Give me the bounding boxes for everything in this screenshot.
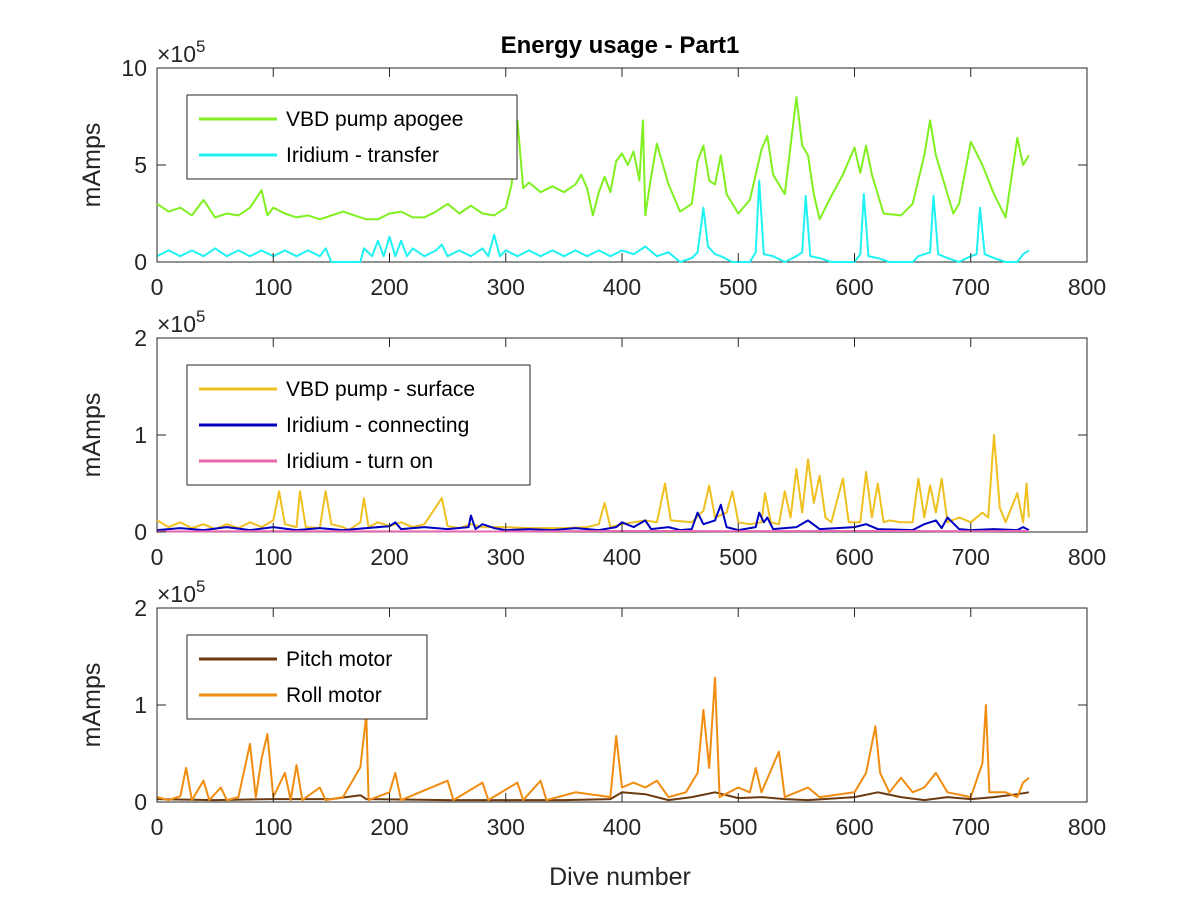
figure-title: Energy usage - Part1 [501,32,740,59]
y-tick-label: 1 [134,422,147,448]
subplot-1: 0 100 200 300 400 500 600 700 800 0 5 10 ×105 mAmps VB… [78,37,1106,300]
legend-label: Pitch motor [286,648,392,671]
y-tick-label: 0 [134,789,147,815]
y-tick-label: 2 [134,325,147,351]
series-line-2 [156,676,1030,802]
x-tick-label: 500 [719,814,757,840]
x-tick-label: 0 [151,274,164,300]
y-axis-title: mAmps [78,393,106,478]
x-tick-label: 700 [952,274,990,300]
legend-label: Iridium - turn on [286,450,433,473]
x-tick-label: 100 [254,814,292,840]
legend-label: VBD pump apogee [286,108,463,131]
legend-box [186,634,428,720]
x-tick-label: 600 [835,274,873,300]
legend: Pitch motor Roll motor [186,634,428,720]
x-tick-label: 800 [1068,814,1106,840]
y-tick-label: 0 [134,519,147,545]
x-tick-label: 300 [487,274,525,300]
x-tick-label: 100 [254,274,292,300]
x-tick-label: 800 [1068,544,1106,570]
x-tick-label: 200 [370,274,408,300]
subplots: 0 100 200 300 400 500 600 700 8000510×105mAmpsVB… [78,37,1106,840]
y-exponent-label: ×105 [157,37,205,67]
x-tick-label: 0 [151,814,164,840]
y-tick-label: 2 [134,595,147,621]
y-tick-label: 10 [121,55,147,81]
series-line-1 [156,434,1030,532]
x-tick-label: 300 [487,814,525,840]
x-tick-label: 500 [719,544,757,570]
x-tick-label: 200 [370,544,408,570]
x-tick-label: 800 [1068,274,1106,300]
legend-label: Iridium - connecting [286,414,469,437]
y-tick-label: 5 [134,152,147,178]
x-tick-label: 300 [487,544,525,570]
x-tick-label: 400 [603,814,641,840]
x-tick-label: 600 [835,544,873,570]
legend: VBD pump apogee Iridium - transfer [186,94,518,180]
y-exponent-label: ×105 [157,307,205,337]
subplot-2: 0 100 200 300 400 500 600 700 800 0 1 2 ×105 mAmps VBD… [78,307,1106,570]
series-line-3 [156,530,1029,533]
y-axis-title: mAmps [78,663,106,748]
legend-box [186,94,518,180]
x-tick-label: 100 [254,544,292,570]
y-exponent-label: ×105 [157,577,205,607]
subplot-3: 0 100 200 300 400 500 600 700 800 0 1 2 ×105 mAmps Pit… [78,577,1106,840]
x-tick-label: 500 [719,274,757,300]
legend-label: VBD pump - surface [286,378,475,401]
legend: VBD pump - surface Iridium - connecting Ir… [186,364,531,486]
x-tick-label: 700 [952,544,990,570]
x-tick-label: 200 [370,814,408,840]
legend-label: Iridium - transfer [286,144,439,167]
x-tick-label: 400 [603,544,641,570]
x-tick-label: 0 [151,544,164,570]
y-tick-label: 1 [134,692,147,718]
x-tick-label: 600 [835,814,873,840]
x-axis-title: Dive number [549,863,691,891]
series-line-2 [156,179,1030,263]
x-tick-label: 700 [952,814,990,840]
series-line-1 [156,791,1030,802]
x-tick-label: 400 [603,274,641,300]
y-axis-title: mAmps [78,123,106,208]
series-line-1 [156,96,1030,221]
legend-box [186,364,531,486]
y-tick-label: 0 [134,249,147,275]
legend-label: Roll motor [286,684,382,707]
